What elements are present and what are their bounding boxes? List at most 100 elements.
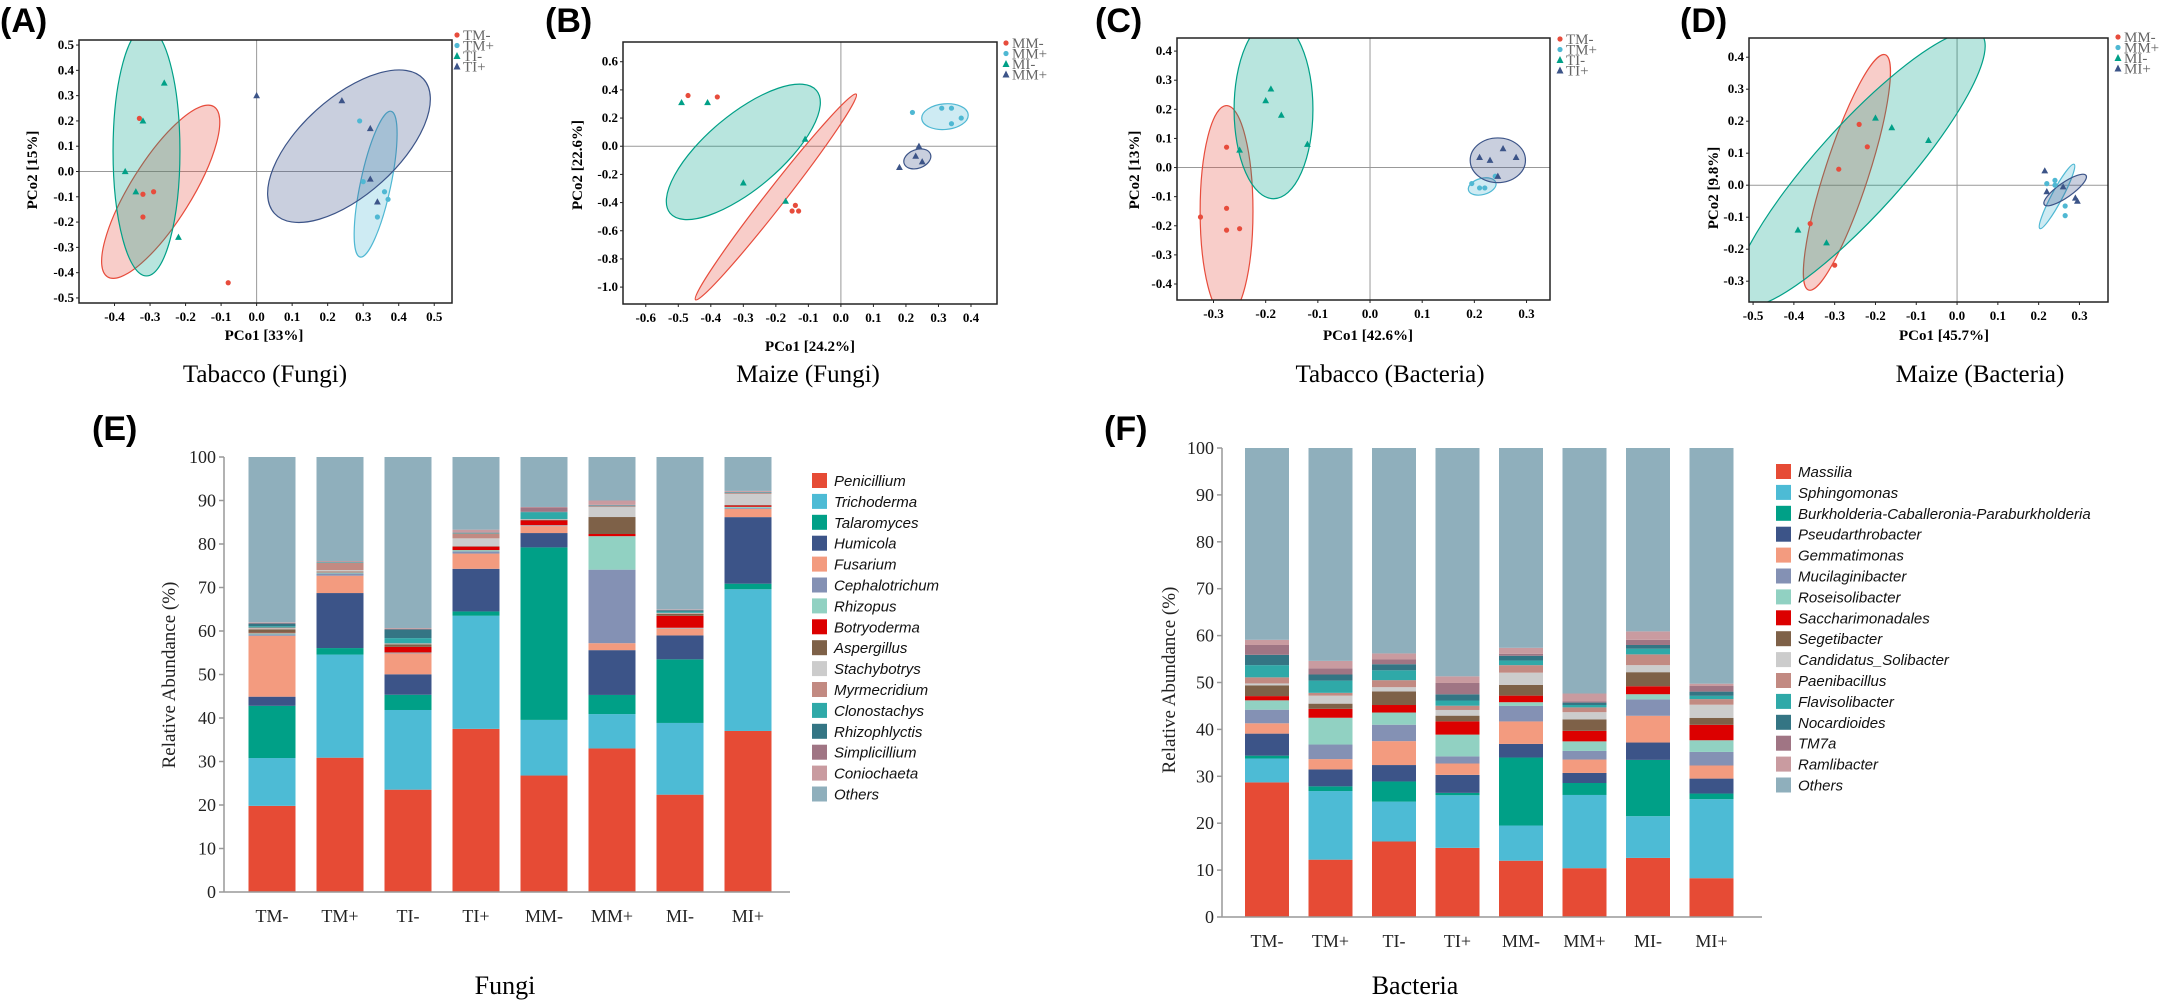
y-tick-label: 0.1: [1156, 130, 1172, 145]
bar-segment-TM7a: [1245, 644, 1289, 655]
bar-segment-Cephalotrichum: [588, 569, 636, 644]
legend-label: Humicola: [834, 536, 897, 553]
data-point: [1476, 153, 1483, 160]
panel-d-ylabel: PCo2 [9.8%]: [1706, 147, 1722, 230]
legend-swatch: [1776, 735, 1791, 751]
confidence-ellipse-MI-: [665, 83, 821, 221]
bar-segment-Botryoderma: [588, 533, 636, 537]
y-tick-label: 100: [1187, 438, 1214, 458]
bar-segment-Gemmatimonas: [1626, 715, 1670, 743]
ellipse-group: [101, 40, 431, 279]
data-point: [1864, 144, 1870, 150]
y-tick-label: -0.4: [597, 195, 618, 210]
bar-segment-Myrmecridium: [452, 533, 500, 539]
x-tick-label: 0.1: [284, 309, 300, 324]
y-tick-label: 60: [1196, 626, 1214, 646]
bar-segment-Candidatus_Solibacter: [1626, 665, 1670, 673]
bar-segment-Flavisolibacter: [1308, 680, 1353, 693]
y-tick-label: 0.0: [1156, 160, 1172, 175]
legend-marker: [1556, 66, 1564, 74]
data-point: [685, 92, 691, 99]
bar-segment-Paenibacillus: [1499, 665, 1543, 673]
bar-stack-TM-: [1245, 448, 1289, 917]
panel-b-ylabel: PCo2 [22.6%]: [570, 120, 586, 210]
legend-marker: [1003, 50, 1009, 57]
legend-label: Clonostachys: [834, 703, 925, 720]
y-tick-label: 30: [1196, 766, 1214, 786]
y-tick-label: -0.1: [1723, 209, 1744, 224]
bar-segment-Flavisolibacter: [1372, 670, 1416, 681]
data-point: [1197, 214, 1204, 220]
x-tick-label: -0.5: [1743, 308, 1764, 323]
bar-segment-Trichoderma: [316, 654, 364, 758]
y-tick-label: -1.0: [597, 279, 618, 294]
y-tick-label: 0.6: [602, 54, 619, 69]
bar-segment-Penicillium: [520, 775, 568, 892]
bar-segment-Fusarium: [520, 526, 568, 534]
bar-segment-Massilia: [1435, 847, 1480, 917]
data-point: [1512, 153, 1520, 160]
legend-swatch: [812, 473, 827, 488]
data-point: [140, 191, 146, 197]
x-tick-label: 0.3: [930, 310, 947, 325]
bar-segment-Roseisolibacter: [1562, 741, 1607, 751]
data-point: [1494, 172, 1502, 179]
legend-label: MM+: [1012, 47, 1047, 63]
bar-segment-Flavisolibacter: [1435, 700, 1480, 706]
bar-segment-Paenibacillus: [1308, 692, 1353, 696]
bar-segment-Others: [248, 457, 296, 623]
bar-segment-Rhizopus: [248, 633, 296, 635]
x-tick-label: 0.0: [1949, 308, 1965, 323]
bar-segment-Mucilaginibacter: [1626, 699, 1670, 716]
y-tick-label: 0.4: [1728, 49, 1745, 64]
legend-swatch: [812, 661, 827, 677]
bar-segment-Trichoderma: [248, 758, 296, 806]
data-point: [704, 98, 711, 106]
y-tick-label: 0.2: [602, 110, 618, 125]
panel-f-ylabel: Relative Abundance (%): [1159, 587, 1180, 774]
bar-segment-Massilia: [1689, 878, 1734, 917]
y-tick-label: 90: [1196, 485, 1214, 505]
bar-segment-Segetibacter: [1308, 703, 1353, 709]
x-category-label: TM-: [256, 906, 289, 926]
bar-segment-Trichoderma: [452, 615, 500, 729]
bar-segment-Segetibacter: [1435, 715, 1480, 722]
y-tick-label: 0.2: [1156, 101, 1172, 116]
y-tick-label: -0.5: [53, 290, 74, 305]
legend-marker: [1556, 56, 1564, 63]
bar-segment-Gemmatimonas: [1689, 765, 1734, 779]
panel-d-subtitle: Maize (Bacteria): [1896, 361, 2065, 388]
data-point: [739, 179, 747, 186]
data-point: [948, 121, 955, 127]
bar-stack-MI+: [724, 457, 772, 892]
legend-label: Nocardioides: [1798, 715, 1886, 732]
y-tick-label: -0.4: [53, 265, 74, 280]
bar-segment-Pseudarthrobacter: [1626, 742, 1670, 760]
legend-label: Mucilaginibacter: [1798, 569, 1907, 586]
panel-b-subtitle: Maize (Fungi): [736, 361, 880, 388]
bar-segment-Sphingomonas: [1562, 794, 1607, 869]
data-point: [2043, 188, 2051, 195]
x-category-label: TM-: [1251, 931, 1284, 951]
legend-label: Saccharimonadales: [1798, 610, 1930, 627]
data-point: [915, 142, 923, 149]
bar-segment-Others: [452, 457, 500, 530]
panel-f-title: Bacteria: [1372, 971, 1459, 1000]
bar-segment-Gemmatimonas: [1499, 721, 1543, 744]
bar-segment-Penicillium: [248, 805, 296, 892]
bar-segment-Stachybotrys: [248, 628, 296, 630]
bar-segment-Myrmecridium: [248, 627, 296, 629]
pcoa-panel-c: (C) Tabacco (Bacteria) PCo1 [42.6%] PCo2…: [1095, 2, 1597, 388]
x-tick-label: -0.1: [211, 309, 232, 324]
bar-segment-Talaromyces: [656, 659, 704, 723]
bar-segment-Nocardioides: [1308, 674, 1353, 681]
x-category-label: MM-: [1502, 931, 1540, 951]
legend-label: Candidatus_Solibacter: [1798, 652, 1950, 669]
legend-swatch: [812, 682, 827, 697]
bar-segment-Paenibacillus: [1435, 705, 1480, 710]
bar-stack-MI-: [1626, 448, 1670, 917]
bar-segment-Cephalotrichum: [316, 573, 364, 576]
bar-segment-Burkholderia-Caballeronia-Paraburkholderia: [1308, 786, 1353, 792]
bar-segment-Ramlibacter: [1308, 660, 1353, 669]
y-tick-label: 60: [198, 621, 216, 641]
